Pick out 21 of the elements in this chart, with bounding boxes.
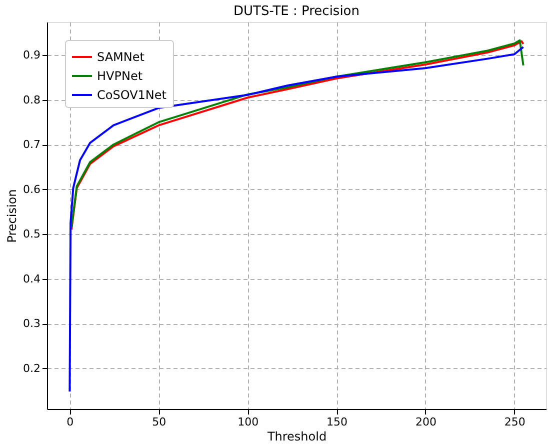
chart-title: DUTS-TE : Precision [233, 4, 360, 19]
x-tick-label: 0 [66, 416, 74, 428]
x-tick-label: 200 [415, 416, 436, 428]
y-tick-label: 0.5 [23, 228, 40, 241]
x-tick-label: 250 [504, 416, 526, 428]
y-tick-label: 0.7 [23, 138, 40, 152]
line-series [68, 46, 524, 393]
y-tick-label: 0.2 [23, 362, 40, 375]
y-axis-title: Precision [5, 189, 20, 243]
y-tick-label: 0.6 [23, 182, 40, 196]
x-tick-label: 100 [238, 416, 259, 428]
legend-label: HVPNet [97, 69, 143, 83]
legend-label: CoSOV1Net [97, 88, 167, 102]
x-tick-label: 150 [326, 416, 348, 428]
y-tick-label: 0.4 [23, 272, 40, 286]
y-tick-label: 0.8 [23, 93, 40, 106]
x-axis-title: Threshold [266, 430, 327, 444]
legend-label: SAMNet [97, 50, 145, 64]
x-tick-label: 50 [152, 416, 166, 428]
y-tick-label: 0.3 [23, 317, 40, 330]
y-tick-label: 0.9 [23, 48, 40, 62]
